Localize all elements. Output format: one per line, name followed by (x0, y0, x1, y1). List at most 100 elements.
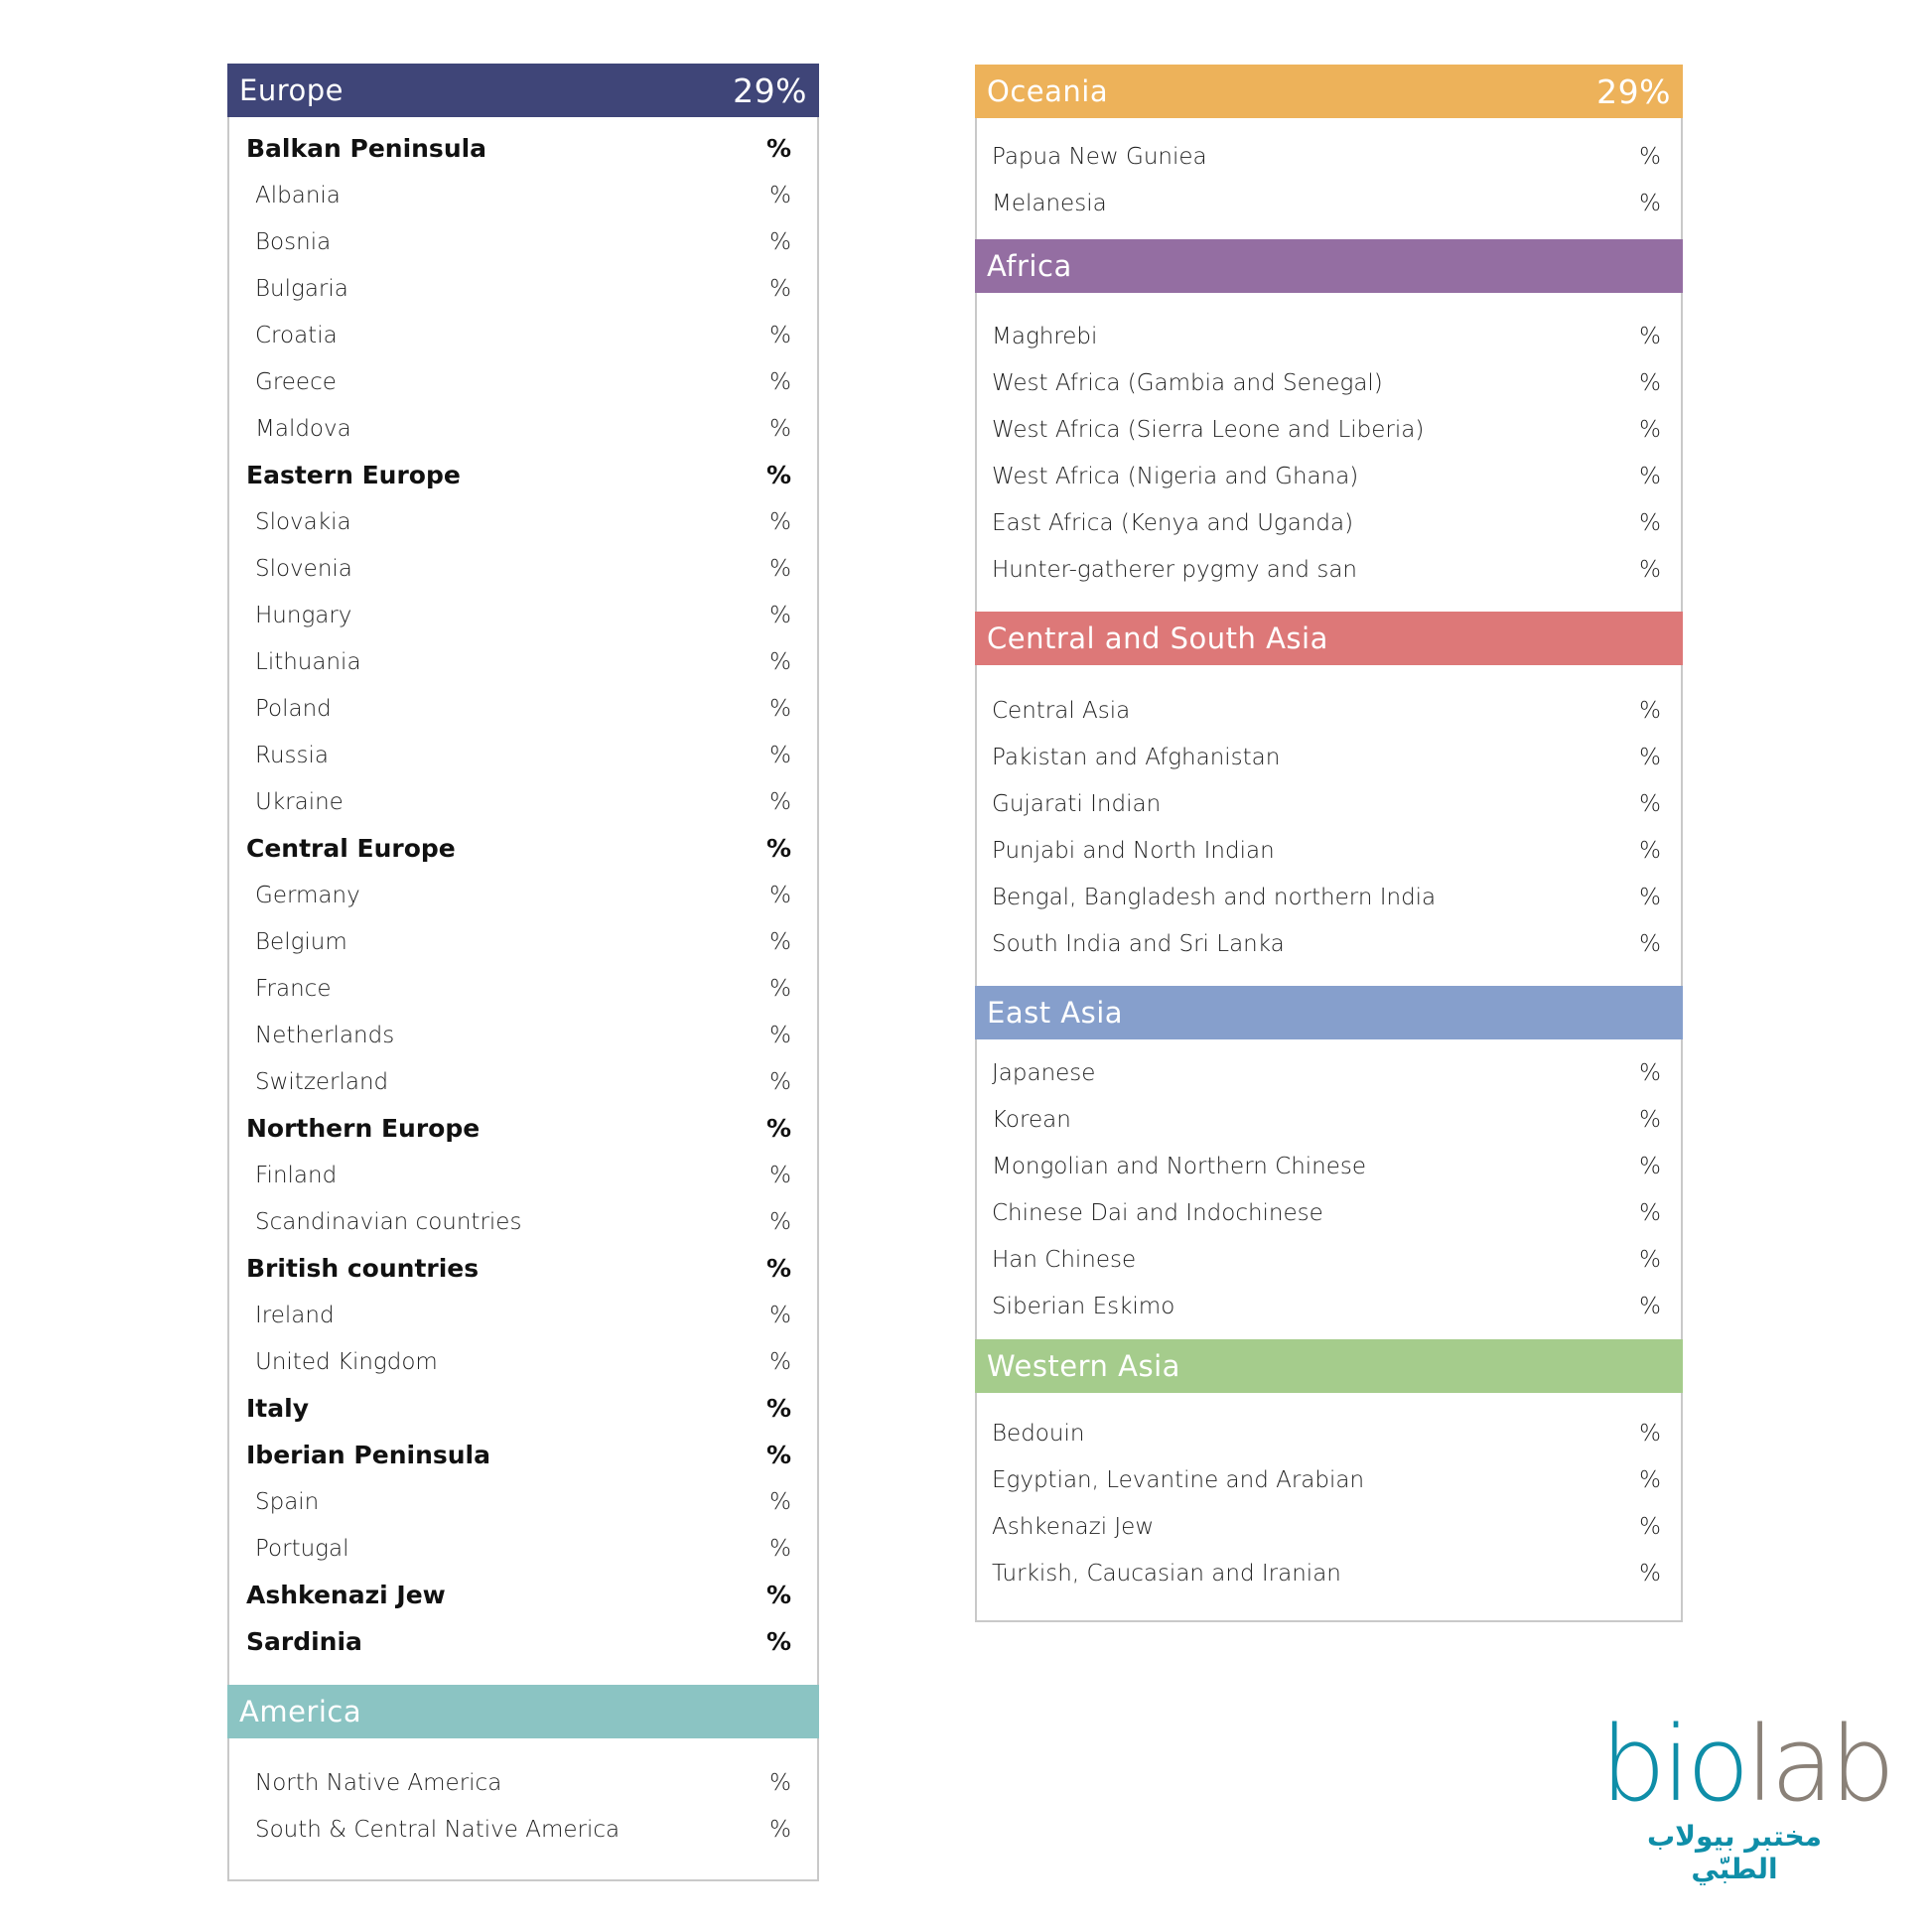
list-item: Gujarati Indian% (977, 780, 1681, 827)
section-central-south-asia: Central and South Asia Central Asia% Pakis… (975, 612, 1683, 986)
row-label: France (255, 975, 332, 1002)
row-label: Ashkenazi Jew (992, 1513, 1155, 1540)
row-percent: % (765, 134, 791, 163)
row-label: Italy (246, 1394, 309, 1423)
list-item: United Kingdom% (229, 1338, 817, 1385)
list-item: Bedouin% (977, 1410, 1681, 1456)
row-label: Slovakia (255, 508, 351, 535)
list-item: Punjabi and North Indian% (977, 827, 1681, 874)
row-percent: % (1639, 884, 1661, 910)
section-title: Central and South Asia (987, 621, 1328, 655)
section-europe: Europe 29% Balkan Peninsula% Albania% Bosnia… (227, 64, 819, 1685)
list-item: Chinese Dai and Indochinese% (977, 1189, 1681, 1236)
row-percent: % (1639, 1059, 1661, 1086)
row-percent: % (769, 1068, 791, 1095)
row-percent: % (765, 1441, 791, 1469)
row-label: Gujarati Indian (992, 790, 1162, 817)
row-percent: % (769, 1162, 791, 1188)
list-item: Bosnia% (229, 218, 817, 265)
row-label: Hunter-gatherer pygmy and san (992, 556, 1357, 583)
row-label: Bosnia (255, 228, 332, 255)
row-percent: % (769, 415, 791, 442)
row-percent: % (1639, 744, 1661, 770)
row-percent: % (1639, 1153, 1661, 1179)
row-percent: % (765, 461, 791, 489)
row-percent: % (769, 1022, 791, 1048)
list-item: Han Chinese% (977, 1236, 1681, 1283)
list-item: Ireland% (229, 1292, 817, 1338)
row-percent: % (1639, 930, 1661, 957)
row-label: Central Europe (246, 834, 456, 863)
row-label: Netherlands (255, 1022, 395, 1048)
section-header-east-asia: East Asia (975, 986, 1683, 1039)
row-percent: % (769, 368, 791, 395)
row-percent: % (1639, 369, 1661, 396)
row-label: Germany (255, 882, 360, 908)
list-item: Greece% (229, 358, 817, 405)
section-rows: Papua New Guniea% Melanesia% (977, 118, 1681, 239)
row-label: West Africa (Gambia and Senegal) (992, 369, 1383, 396)
section-title: Western Asia (987, 1349, 1180, 1383)
list-item: Spain% (229, 1478, 817, 1525)
row-label: Central Asia (992, 697, 1131, 724)
list-item: West Africa (Sierra Leone and Liberia)% (977, 406, 1681, 453)
section-header-europe: Europe 29% (227, 64, 819, 117)
list-item: Netherlands% (229, 1012, 817, 1058)
row-label: Maldova (255, 415, 351, 442)
row-label: Scandinavian countries (255, 1208, 522, 1235)
row-percent: % (769, 742, 791, 768)
list-item: Slovenia% (229, 545, 817, 592)
row-label: British countries (246, 1254, 480, 1283)
row-label: Chinese Dai and Indochinese (992, 1199, 1323, 1226)
list-item: Poland% (229, 685, 817, 732)
section-title: America (239, 1695, 362, 1728)
row-percent: % (769, 1816, 791, 1843)
list-item: Croatia% (229, 312, 817, 358)
row-label: Mongolian and Northern Chinese (992, 1153, 1367, 1179)
row-percent: % (1639, 190, 1661, 216)
row-percent: % (765, 1627, 791, 1656)
section-east-asia: East Asia Japanese% Korean% Mongolian and N… (975, 986, 1683, 1339)
section-title: Europe (239, 73, 344, 107)
row-percent: % (1639, 1560, 1661, 1587)
row-percent: % (769, 1769, 791, 1796)
section-rows: Bedouin% Egyptian, Levantine and Arabian%… (977, 1393, 1681, 1596)
list-item: Central Asia% (977, 687, 1681, 734)
row-label: Punjabi and North Indian (992, 837, 1275, 864)
left-column: Europe 29% Balkan Peninsula% Albania% Bosnia… (227, 64, 819, 1881)
row-percent: % (1639, 837, 1661, 864)
list-item: Ukraine% (229, 778, 817, 825)
row-label: Iberian Peninsula (246, 1441, 490, 1469)
row-label: Belgium (255, 928, 347, 955)
row-percent: % (769, 695, 791, 722)
row-percent: % (1639, 1246, 1661, 1273)
section-title: Africa (987, 249, 1072, 283)
row-percent: % (1639, 1420, 1661, 1447)
row-label: Poland (255, 695, 332, 722)
subregion-row: Eastern Europe% (229, 452, 817, 498)
subregion-row: Central Europe% (229, 825, 817, 872)
row-label: Egyptian, Levantine and Arabian (992, 1466, 1365, 1493)
subregion-row: Northern Europe% (229, 1105, 817, 1152)
row-label: Hungary (255, 602, 352, 628)
list-item: Turkish, Caucasian and Iranian% (977, 1550, 1681, 1596)
section-header-central-south-asia: Central and South Asia (975, 612, 1683, 665)
list-item: Japanese% (977, 1049, 1681, 1096)
row-label: Siberian Eskimo (992, 1293, 1175, 1319)
row-percent: % (1639, 323, 1661, 349)
row-percent: % (1639, 1293, 1661, 1319)
list-item: Portugal% (229, 1525, 817, 1572)
row-percent: % (769, 928, 791, 955)
section-percent: 29% (1596, 71, 1671, 111)
row-percent: % (769, 182, 791, 208)
row-label: Finland (255, 1162, 338, 1188)
list-item: Scandinavian countries% (229, 1198, 817, 1245)
list-item: Papua New Guniea% (977, 133, 1681, 180)
row-percent: % (769, 322, 791, 348)
list-item: North Native America% (229, 1759, 817, 1806)
row-label: Bulgaria (255, 275, 348, 302)
section-title: Oceania (987, 74, 1109, 108)
list-item: Melanesia% (977, 180, 1681, 226)
row-label: Bedouin (992, 1420, 1085, 1447)
